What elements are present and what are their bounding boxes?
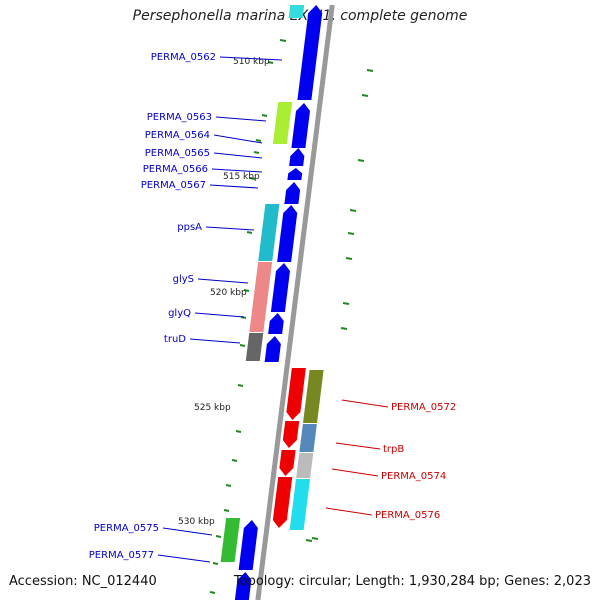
- gene-label-left-3: PERMA_0565: [145, 148, 210, 159]
- gene-label-left-8: glyQ: [168, 308, 191, 319]
- gene-label-left-0: PERMA_0562: [151, 52, 216, 63]
- cog-box-trpB: [299, 424, 317, 452]
- gene-label-left-10: PERMA_0575: [94, 523, 159, 534]
- scale-tick-right-10: [311, 537, 319, 540]
- scale-tick-left-12: [225, 484, 232, 487]
- gene-perma-0576-arrow: [272, 477, 293, 528]
- gene-perma-0577-arrow: [234, 572, 252, 600]
- scale-tick-right-8: [340, 327, 348, 330]
- cog-box-0563: [272, 102, 293, 144]
- gene-perma-0565-arrow: [289, 148, 305, 166]
- label-leader-line: [341, 399, 389, 408]
- genome-summary-label: Topology: circular; Length: 1,930,284 bp…: [233, 574, 591, 589]
- cog-box-0562: [288, 5, 305, 18]
- label-leader-line: [331, 468, 379, 477]
- gene-label-right-1: trpB: [383, 444, 404, 455]
- scale-tick-right-2: [361, 94, 369, 97]
- gene-label-left-7: glyS: [173, 274, 194, 285]
- scale-tick-left-8: [239, 344, 246, 347]
- cog-box-truD: [245, 333, 264, 361]
- gene-label-right-3: PERMA_0576: [375, 510, 440, 521]
- gene-perma-0574-arrow: [279, 450, 296, 476]
- label-leader-line: [189, 338, 241, 344]
- gene-ppsA-arrow: [277, 205, 298, 262]
- scale-tick-left-3: [253, 151, 260, 154]
- gene-glyQ-arrow: [268, 313, 284, 334]
- label-leader-line: [215, 116, 267, 122]
- gene-label-left-2: PERMA_0564: [145, 130, 210, 141]
- gene-perma-0572-arrow: [286, 368, 306, 420]
- gene-label-left-6: ppsA: [177, 222, 202, 233]
- scale-tick-right-4: [349, 209, 357, 212]
- gene-label-left-5: PERMA_0567: [141, 180, 206, 191]
- scale-tick-left-15: [212, 562, 219, 565]
- scale-tick-left-11: [231, 459, 238, 462]
- label-leader-line: [211, 168, 263, 173]
- scale-label-3: 525 kbp: [194, 403, 231, 413]
- accession-label: Accession: NC_012440: [9, 574, 157, 589]
- scale-tick-right-0: [279, 39, 287, 42]
- scale-tick-left-0: [267, 61, 274, 64]
- label-leader-line: [194, 312, 245, 318]
- scale-tick-left-6: [243, 289, 250, 292]
- label-leader-line: [335, 442, 381, 450]
- genome-backbone: [255, 4, 335, 600]
- label-leader-line: [157, 554, 211, 563]
- scale-tick-right-7: [342, 302, 350, 305]
- scale-label-0: 510 kbp: [233, 57, 270, 67]
- scale-tick-left-4: [249, 177, 256, 180]
- gene-trpB-arrow: [282, 421, 300, 448]
- scale-label-4: 530 kbp: [178, 517, 215, 527]
- gene-label-left-4: PERMA_0566: [143, 164, 208, 175]
- cog-box-ppsA: [258, 204, 280, 261]
- gene-perma-0575-arrow: [238, 520, 258, 570]
- gene-perma-0562: [297, 5, 323, 100]
- scale-tick-right-1: [366, 69, 374, 72]
- scale-tick-right-9: [305, 539, 313, 542]
- gene-perma-0563-arrow: [291, 103, 310, 148]
- gene-label-left-11: PERMA_0577: [89, 550, 154, 561]
- cog-box-0576: [289, 479, 310, 530]
- scale-label-2: 520 kbp: [210, 288, 247, 298]
- cog-box-glyS: [249, 262, 273, 332]
- gene-truD-arrow: [264, 336, 281, 362]
- scale-tick-left-14: [215, 535, 222, 538]
- label-leader-line: [213, 152, 263, 159]
- scale-tick-right-3: [357, 159, 365, 162]
- scale-tick-left-5: [246, 231, 253, 234]
- cog-box-0575: [220, 518, 241, 562]
- gene-glyS-arrow: [270, 263, 290, 312]
- gene-perma-0566-arrow: [287, 168, 303, 180]
- gene-label-right-2: PERMA_0574: [381, 471, 446, 482]
- gene-perma-0567-arrow: [284, 182, 301, 204]
- scale-tick-left-13: [223, 509, 230, 512]
- scale-tick-left-9: [237, 384, 244, 387]
- scale-tick-left-1: [261, 114, 268, 117]
- label-leader-line: [197, 278, 249, 284]
- scale-tick-left-16: [209, 591, 216, 594]
- gene-label-left-9: truD: [164, 334, 186, 345]
- gene-label-left-1: PERMA_0563: [147, 112, 212, 123]
- scale-tick-left-2: [255, 139, 262, 142]
- scale-tick-right-5: [347, 232, 355, 235]
- label-leader-line: [205, 226, 255, 231]
- label-leader-line: [213, 134, 263, 144]
- label-leader-line: [219, 56, 283, 61]
- label-leader-line: [209, 184, 259, 189]
- gene-label-right-0: PERMA_0572: [391, 402, 456, 413]
- scale-tick-right-6: [345, 257, 353, 260]
- scale-tick-left-10: [235, 430, 242, 433]
- scale-label-1: 515 kbp: [223, 172, 260, 182]
- cog-box-0574: [296, 453, 314, 478]
- label-leader-line: [162, 527, 213, 536]
- cog-box-0572: [303, 370, 324, 423]
- label-leader-line: [325, 507, 373, 516]
